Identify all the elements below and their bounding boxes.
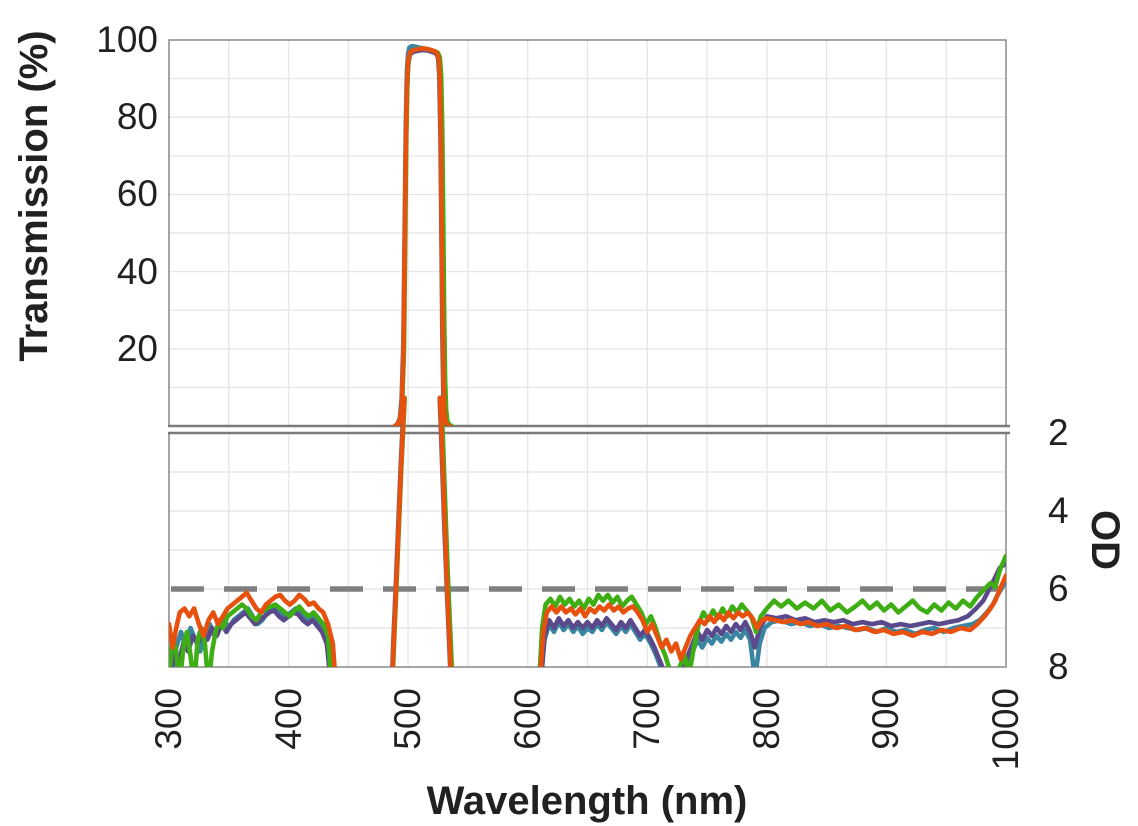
x-axis-tick-300: 300 <box>148 688 189 750</box>
od-axis-tick-6: 6 <box>1048 568 1069 609</box>
series-purple-od-blocking-0 <box>169 608 332 667</box>
gridlines <box>169 40 1006 667</box>
y-axis-tick-80: 80 <box>116 96 158 138</box>
od-axis-tick-8: 8 <box>1048 646 1069 687</box>
y-axis-tick-40: 40 <box>116 250 158 292</box>
x-axis-tick-700: 700 <box>626 688 668 750</box>
series-purple-od-blocking-1 <box>539 561 1006 667</box>
od-axis-tick-2: 2 <box>1048 412 1069 453</box>
x-axis-tick-400: 400 <box>267 688 309 750</box>
x-axis-title: Wavelength (nm) <box>426 779 748 823</box>
y-axis-tick-60: 60 <box>116 173 158 215</box>
series-green-od-blocking-0 <box>169 602 333 667</box>
x-axis-tick-1000: 1000 <box>985 688 1026 771</box>
od-axis-tick-4: 4 <box>1048 490 1069 531</box>
series-orange-transmission-line <box>392 46 453 426</box>
series-orange-passband-edge-0 <box>390 395 407 667</box>
y-axis-tick-100: 100 <box>96 19 158 60</box>
x-axis-tick-600: 600 <box>506 688 548 750</box>
series-teal-od-blocking-1 <box>539 578 1006 667</box>
series-lines <box>169 43 1006 667</box>
x-axis-tick-900: 900 <box>865 688 907 750</box>
series-orange-passband-edge-1 <box>437 395 453 667</box>
series-orange-od-blocking-1 <box>538 573 1006 667</box>
x-axis-tick-800: 800 <box>745 688 787 750</box>
x-axis-tick-500: 500 <box>387 688 429 750</box>
series-orange-od-blocking-0 <box>169 590 337 667</box>
y-axis-tick-20: 20 <box>116 327 158 369</box>
